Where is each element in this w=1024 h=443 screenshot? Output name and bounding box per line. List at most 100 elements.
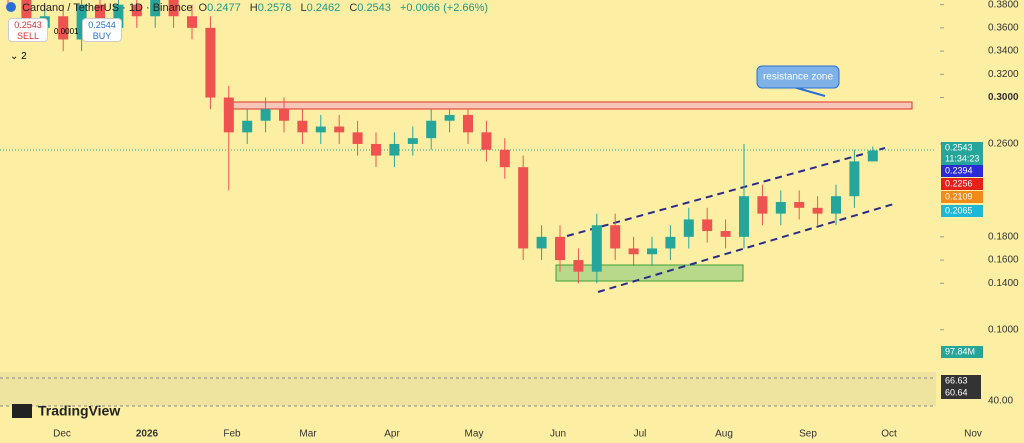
coin-icon: [6, 2, 16, 12]
y-tick-label: 0.1600: [988, 255, 1019, 266]
price-label: 0.2065: [945, 205, 973, 215]
x-axis-label: May: [465, 429, 484, 440]
candle-body: [683, 219, 694, 237]
x-axis-label: Jul: [634, 429, 647, 440]
candle-body: [371, 143, 381, 156]
buy-price: 0.2544: [88, 20, 116, 30]
price-label: 11:34:23: [945, 153, 979, 163]
candle-body: [463, 114, 473, 133]
candle-body: [555, 236, 565, 261]
candle-body: [76, 4, 87, 40]
candle-body: [168, 0, 179, 17]
candle-body: [665, 236, 676, 249]
ohlc-value: 0.2477: [207, 2, 241, 14]
candle-body: [610, 225, 621, 249]
ohlc-label: O: [198, 2, 208, 14]
x-axis-label: Jun: [550, 429, 566, 440]
y-tick-label: 0.3800: [988, 0, 1019, 10]
candle-body: [389, 143, 400, 156]
y-tick-label: 0.1400: [988, 278, 1019, 289]
candle-body: [481, 132, 492, 150]
channel-lower: [597, 202, 898, 293]
change: +0.0066 (+2.66%): [399, 2, 489, 14]
price-label-bg: [941, 191, 983, 203]
x-axis-label: Nov: [964, 429, 982, 440]
candle-body: [812, 207, 823, 214]
header: Cardano / TetherUS · 1D · Binance O0.247…: [6, 2, 491, 14]
x-axis-label: 2026: [136, 429, 159, 440]
candle-body: [260, 109, 271, 121]
resistance-zone: [231, 101, 913, 110]
y-tick-label: 0.3600: [988, 23, 1019, 34]
rsi-label-bg: [941, 375, 981, 387]
price-label: 0.2109: [945, 191, 973, 201]
candle-body: [315, 126, 326, 133]
rsi-label-bg: [941, 387, 981, 399]
volume-label-bg: [941, 346, 983, 358]
x-axis-label: Mar: [299, 429, 317, 440]
sell-button[interactable]: 0.2543 SELL: [8, 18, 48, 42]
channel-upper: [566, 147, 886, 237]
ohlc-label: H: [249, 2, 258, 14]
candle-body: [242, 120, 253, 133]
candle-body: [831, 196, 841, 214]
indicators-toggle[interactable]: ⌄ 2: [10, 51, 27, 62]
candle-body: [739, 196, 749, 237]
candle-body: [536, 236, 547, 249]
candle-body: [223, 97, 234, 133]
rsi-label: 66.63: [945, 375, 968, 385]
candle-body: [591, 225, 602, 272]
price-label: 0.2543: [945, 142, 973, 152]
candle-body: [647, 248, 657, 255]
x-axis-label: Sep: [799, 429, 817, 440]
candle-body: [407, 138, 418, 144]
candle-body: [58, 16, 69, 40]
ohlc-value: 0.2578: [257, 2, 292, 14]
ohlc-value: 0.2543: [357, 2, 391, 14]
candle-body: [499, 149, 510, 168]
spread: 0.0001: [54, 27, 79, 36]
price-label-bg: [941, 142, 983, 154]
sell-label: SELL: [16, 31, 40, 41]
candle-body: [279, 109, 289, 121]
ohlc: C0.2543: [349, 2, 394, 14]
x-axis-label: Feb: [223, 429, 241, 440]
candle-body: [775, 202, 786, 214]
candles: [7, 0, 878, 284]
sell-price: 0.2543: [14, 20, 42, 30]
candle-body: [757, 196, 768, 214]
support-zone: [555, 264, 744, 282]
ohlc-label: C: [349, 2, 358, 14]
candle-body: [426, 120, 437, 139]
candle-body: [702, 219, 713, 232]
candle-body: [628, 248, 639, 255]
candle-body: [352, 132, 363, 144]
price-label: 0.2394: [945, 165, 973, 175]
x-axis-label: Apr: [384, 429, 400, 440]
price-label: 0.2256: [945, 178, 973, 188]
x-axis-label: Dec: [53, 429, 71, 440]
x-axis-label: Aug: [715, 429, 733, 440]
ohlc-value: 0.2462: [306, 2, 341, 14]
brand: TradingView: [38, 403, 120, 419]
rsi-label: 60.64: [945, 387, 968, 397]
brand-logo: [12, 404, 32, 418]
candle-body: [573, 260, 584, 272]
x-axis-label: Oct: [881, 429, 897, 440]
y-tick-label: 0.3000: [988, 92, 1019, 103]
symbol: Cardano / TetherUS · 1D · Binance: [22, 2, 193, 14]
candle-body: [113, 4, 124, 28]
candle-body: [95, 4, 105, 28]
y-tick-label: 0.1800: [988, 231, 1019, 242]
ohlc: H0.2578: [250, 2, 295, 14]
y-tick-label: 0.3400: [988, 46, 1019, 57]
candle-body: [21, 0, 32, 28]
candle-body: [150, 0, 161, 17]
buy-button[interactable]: 0.2544 BUY: [82, 18, 122, 42]
candle-body: [849, 161, 860, 197]
buy-label: BUY: [92, 31, 112, 41]
ohlc: O0.2477: [199, 2, 244, 14]
candle-body: [187, 16, 197, 28]
